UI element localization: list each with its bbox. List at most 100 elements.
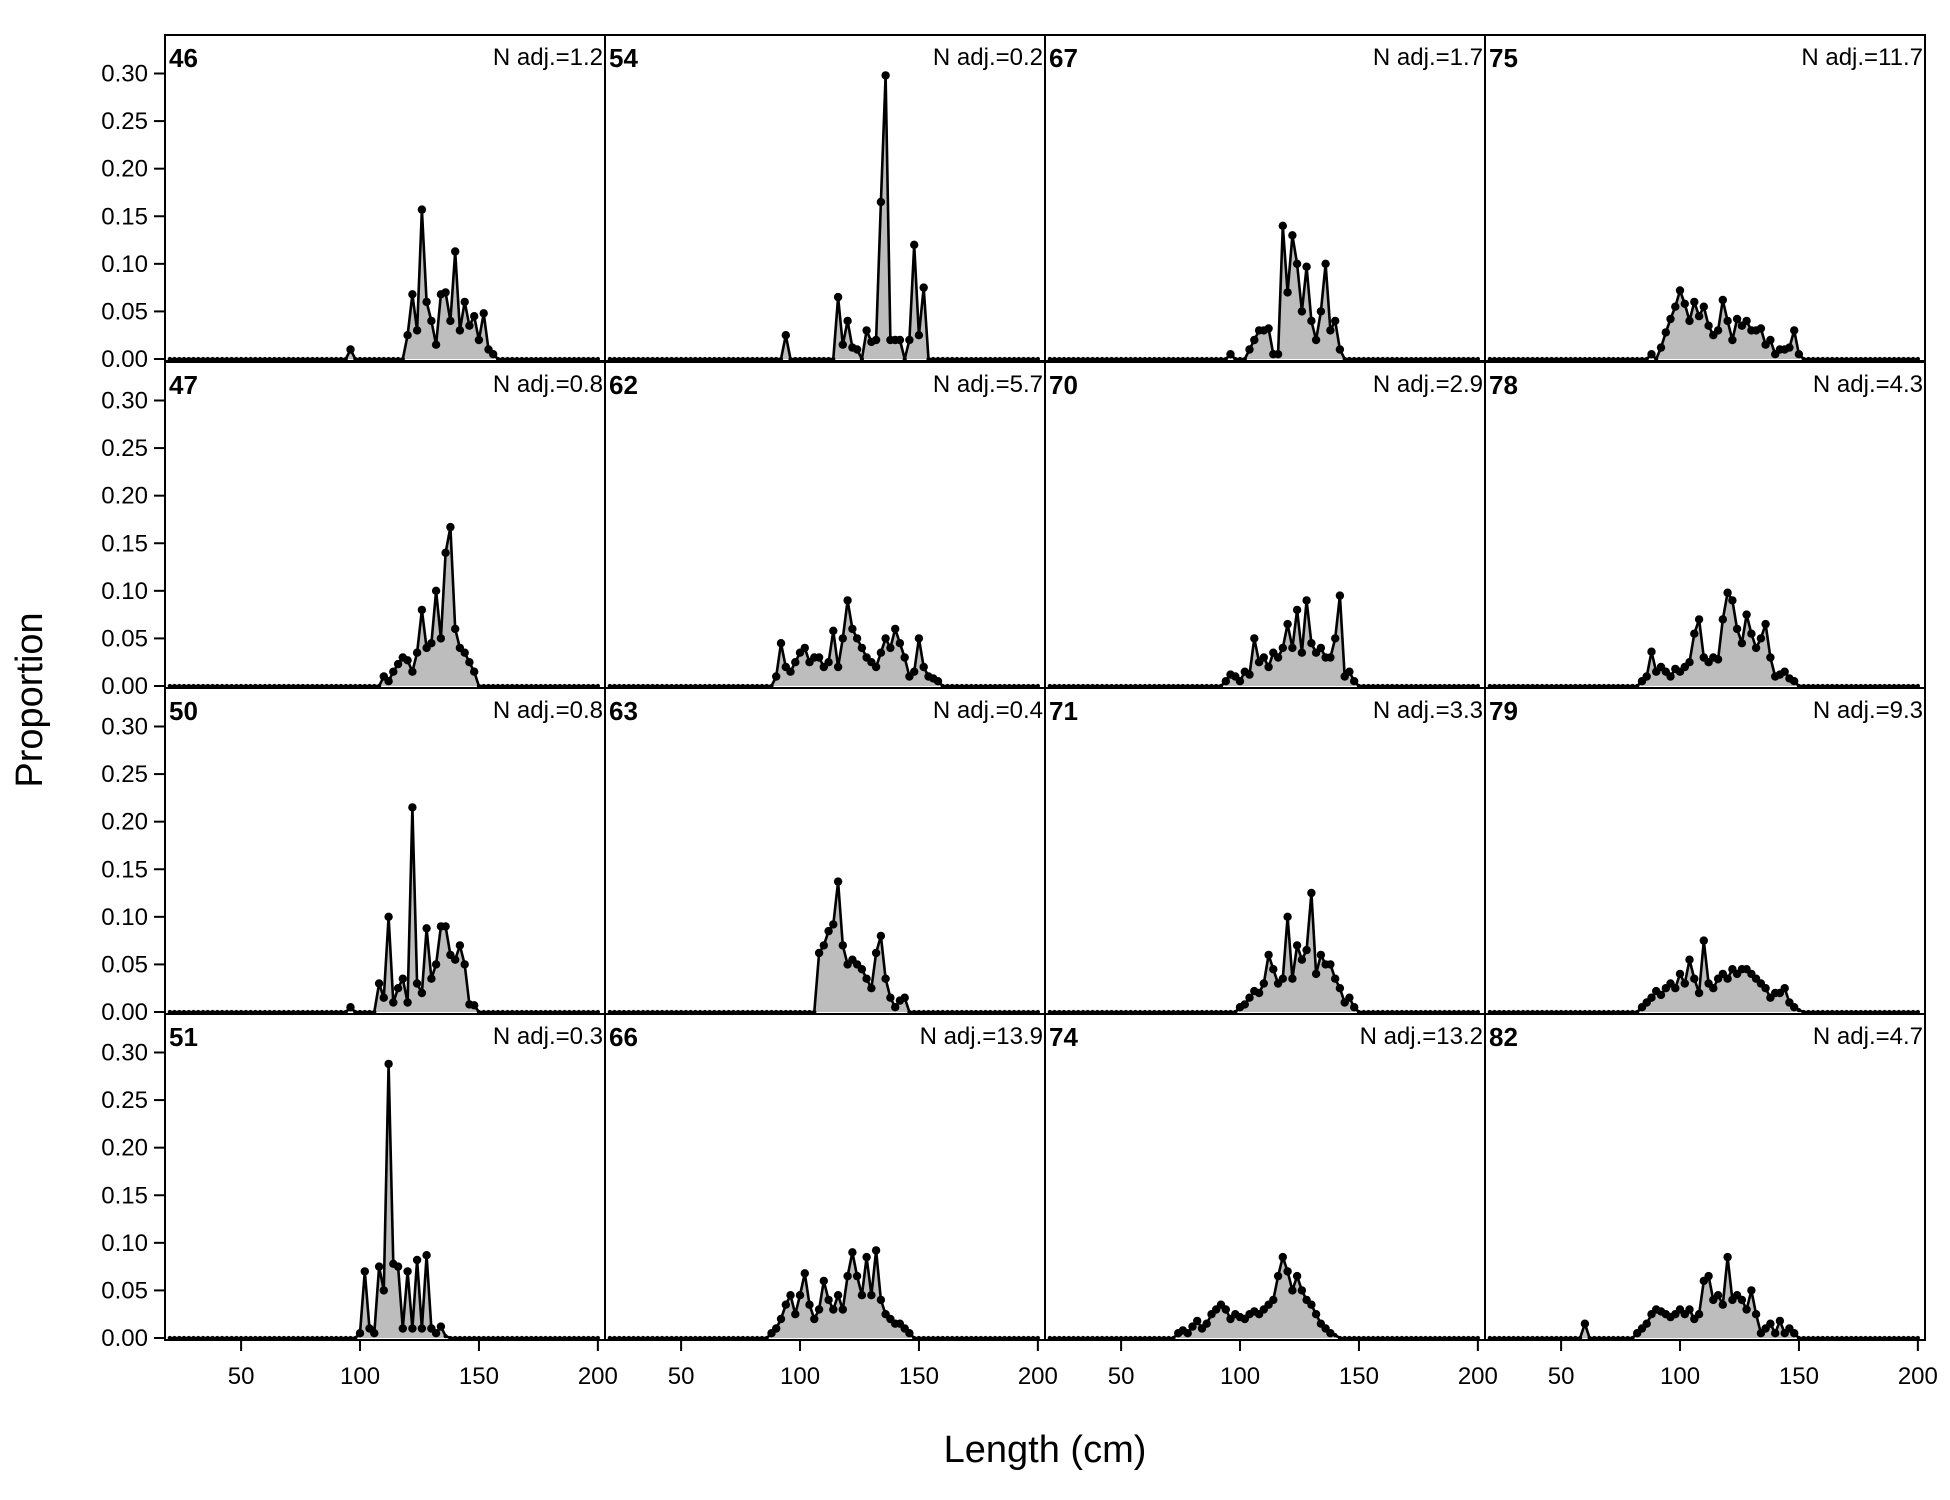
data-point (1245, 993, 1254, 1002)
y-tick-label: 0.15 (101, 530, 148, 557)
data-point (1685, 955, 1694, 964)
x-tick-label: 50 (668, 1363, 695, 1390)
data-point (455, 326, 465, 335)
data-point (1333, 1333, 1338, 1338)
data-point (1221, 677, 1231, 686)
panel-frame (164, 361, 606, 689)
data-point (1709, 984, 1718, 993)
data-point (1235, 677, 1245, 686)
data-point (1326, 326, 1335, 335)
data-point (852, 634, 862, 643)
series-area (1049, 225, 1478, 359)
data-point (1307, 639, 1316, 648)
data-point (398, 974, 407, 983)
y-tick-label: 0.20 (101, 809, 148, 836)
data-point (1690, 297, 1699, 307)
data-point (1326, 960, 1335, 969)
data-point (379, 1286, 388, 1295)
data-point (1202, 1319, 1211, 1328)
panel-frame (1044, 1013, 1486, 1341)
data-point (900, 993, 909, 1002)
data-point (919, 662, 928, 672)
data-point (819, 941, 828, 950)
data-point (1259, 979, 1269, 988)
data-point (833, 877, 843, 886)
data-point (1311, 969, 1321, 979)
data-point (1747, 629, 1756, 638)
series-area (1489, 290, 1918, 359)
data-point (1642, 672, 1651, 681)
data-point (919, 283, 928, 292)
panel-frame (164, 34, 606, 362)
series-area (1049, 893, 1478, 1012)
data-point (1790, 1003, 1799, 1012)
series-area (169, 1063, 598, 1338)
y-tick-label: 0.00 (101, 1325, 148, 1352)
data-point (470, 312, 479, 321)
panel-frame (1484, 1013, 1926, 1341)
panel-id-label: 54 (609, 43, 638, 73)
data-point (843, 1271, 852, 1281)
series-area (609, 600, 1038, 686)
y-tick-label: 0.10 (101, 578, 148, 605)
data-point (417, 605, 427, 615)
data-point (1647, 350, 1656, 359)
data-point (1335, 591, 1345, 600)
data-point (1723, 588, 1732, 597)
data-point (838, 941, 847, 950)
data-point (1288, 1286, 1297, 1295)
data-point (1694, 312, 1704, 321)
data-point (1311, 1310, 1321, 1319)
data-point (848, 1248, 857, 1257)
panel-79: 79 N adj.=9.3 (1484, 687, 1926, 1015)
panel-id-label: 74 (1049, 1022, 1078, 1052)
data-point (876, 197, 886, 207)
data-point (910, 240, 919, 249)
data-point (1245, 670, 1254, 679)
data-point (791, 658, 800, 667)
data-point (891, 1003, 900, 1012)
data-point (1580, 1319, 1590, 1328)
data-point (441, 288, 450, 297)
data-point (422, 924, 431, 933)
data-point (933, 677, 943, 686)
data-point (1647, 647, 1656, 656)
data-point (1647, 993, 1656, 1002)
data-point (474, 335, 484, 345)
data-point (1766, 653, 1775, 662)
x-tick-label: 100 (1220, 1363, 1260, 1390)
data-point (460, 960, 469, 969)
data-point (1661, 328, 1671, 337)
x-tick-label: 150 (899, 1363, 939, 1390)
data-point (1331, 316, 1340, 326)
data-point (441, 548, 450, 557)
panel-n-label: N adj.=1.7 (1373, 44, 1483, 71)
panel-n-label: N adj.=13.9 (920, 1023, 1043, 1050)
data-point (881, 634, 890, 643)
panel-n-label: N adj.=11.7 (1801, 44, 1923, 71)
panel-id-label: 62 (609, 370, 638, 400)
data-point (1790, 326, 1799, 335)
data-point (814, 653, 824, 662)
data-point (1671, 984, 1680, 993)
data-point (374, 1262, 384, 1271)
series-area (609, 1250, 1038, 1338)
panel-id-label: 63 (609, 696, 638, 726)
data-point (800, 643, 809, 653)
data-point (905, 1329, 914, 1338)
data-point (1761, 619, 1770, 629)
y-tick-label: 0.25 (101, 435, 148, 462)
panel-id-label: 75 (1489, 43, 1518, 73)
data-point (833, 662, 843, 672)
data-point (389, 667, 398, 676)
data-point (805, 1300, 814, 1309)
data-point (1316, 643, 1326, 653)
panel-id-label: 82 (1489, 1022, 1518, 1052)
y-tick-label: 0.30 (101, 1040, 148, 1067)
panel-62: 62 N adj.=5.7 (604, 361, 1046, 689)
y-tick-label: 0.05 (101, 625, 148, 652)
data-point (408, 290, 417, 299)
data-point (871, 335, 881, 345)
series-area (1489, 1257, 1918, 1338)
data-point (886, 993, 895, 1002)
